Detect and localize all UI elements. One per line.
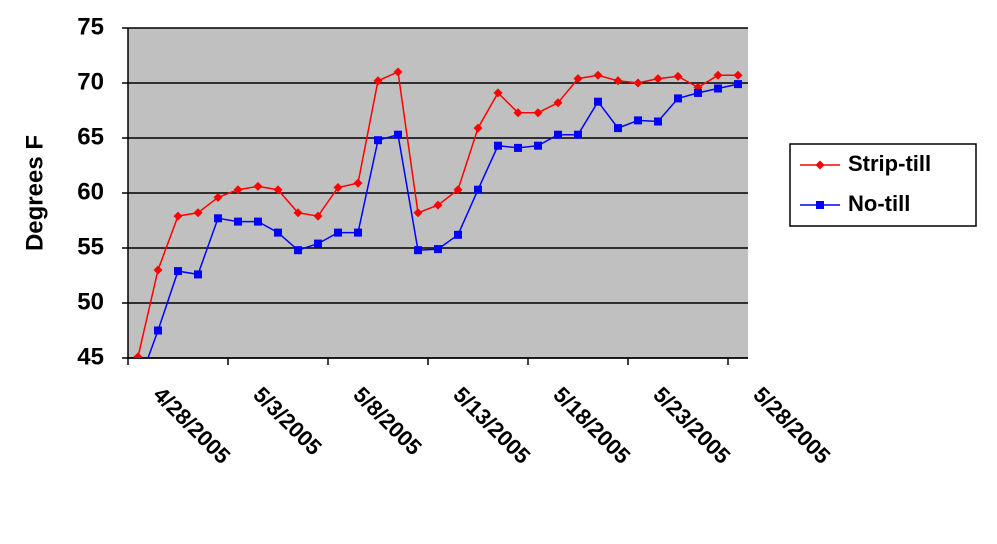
marker (815, 160, 825, 170)
x-tick-label: 5/18/2005 (548, 382, 635, 469)
marker (354, 228, 362, 237)
marker (373, 76, 383, 86)
marker (574, 130, 582, 139)
marker (174, 267, 182, 276)
marker (694, 88, 702, 97)
marker (674, 94, 682, 103)
x-tick-label: 5/8/2005 (348, 382, 426, 460)
marker (734, 80, 742, 89)
y-tick-label: 60 (77, 178, 104, 205)
marker (333, 183, 343, 192)
marker (194, 270, 202, 279)
marker (513, 108, 523, 118)
marker (593, 70, 603, 80)
y-tick-label: 55 (77, 233, 104, 260)
marker (473, 123, 483, 133)
marker (533, 108, 543, 118)
marker (353, 178, 363, 188)
marker (414, 246, 422, 255)
marker (553, 98, 563, 108)
marker (633, 78, 643, 88)
marker (154, 326, 162, 335)
marker (313, 211, 323, 221)
marker (653, 74, 663, 84)
y-tick-label: 65 (77, 123, 104, 150)
marker (614, 124, 622, 133)
x-tick-label: 5/13/2005 (448, 382, 535, 469)
x-tick-label: 5/28/2005 (748, 382, 835, 469)
marker (433, 200, 443, 210)
marker (714, 84, 722, 93)
marker (134, 382, 142, 390)
marker (314, 239, 322, 248)
marker (273, 185, 283, 195)
plot-area (122, 27, 748, 390)
marker (514, 143, 522, 152)
legend-label: Strip-till (848, 151, 931, 176)
marker (493, 88, 503, 98)
y-tick-label: 50 (77, 288, 104, 315)
marker (474, 185, 482, 194)
legend-box (789, 143, 977, 227)
y-tick-label: 70 (77, 68, 104, 95)
marker (274, 228, 282, 237)
legend-label: No-till (848, 191, 910, 216)
y-tick-label: 75 (77, 13, 104, 40)
marker (613, 76, 623, 86)
marker (374, 136, 382, 145)
x-tick-label: 5/3/2005 (248, 382, 326, 460)
marker (494, 141, 502, 150)
y-axis-label: Degrees F (21, 135, 48, 251)
y-tick-label: 45 (77, 343, 104, 370)
marker (193, 208, 203, 218)
marker (153, 265, 163, 275)
marker (733, 70, 743, 80)
marker (413, 208, 423, 218)
series-group (133, 67, 743, 390)
marker (233, 185, 243, 195)
x-tick-label: 4/28/2005 (148, 382, 235, 469)
marker (393, 67, 403, 77)
marker (673, 71, 683, 81)
marker (454, 230, 462, 239)
marker (573, 74, 583, 84)
marker (293, 208, 303, 218)
marker (133, 352, 143, 358)
marker (713, 70, 723, 80)
marker (816, 201, 824, 209)
legend: Strip-till No-till (789, 143, 977, 227)
marker (654, 117, 662, 126)
marker (394, 130, 402, 139)
marker (434, 245, 442, 254)
marker (594, 97, 602, 106)
marker (453, 185, 463, 195)
marker (214, 214, 222, 223)
marker (213, 192, 223, 202)
marker (634, 116, 642, 125)
marker (253, 181, 263, 191)
x-tick-label: 5/23/2005 (648, 382, 735, 469)
marker (334, 228, 342, 237)
marker (554, 130, 562, 139)
marker (254, 217, 262, 226)
marker (173, 211, 183, 221)
marker (294, 246, 302, 255)
marker (234, 217, 242, 226)
marker (534, 141, 542, 150)
